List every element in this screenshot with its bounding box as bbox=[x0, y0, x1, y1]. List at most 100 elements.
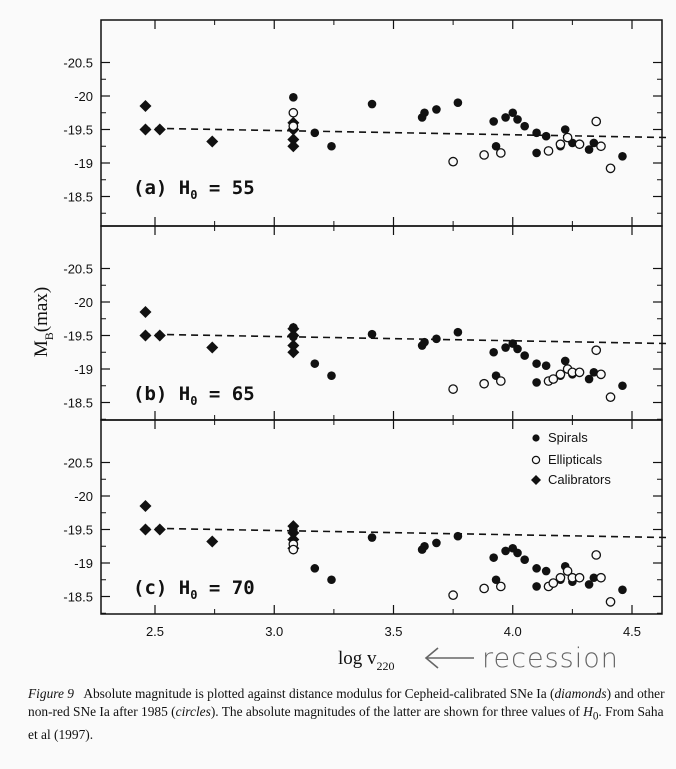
calibrator-point bbox=[206, 535, 219, 548]
spiral-point bbox=[532, 148, 541, 158]
elliptical-point bbox=[596, 572, 606, 583]
elliptical-point bbox=[448, 156, 458, 167]
elliptical-point bbox=[495, 376, 506, 386]
panel-label: (a) H0 = 55 bbox=[133, 177, 255, 202]
panel-label: (b) H0 = 65 bbox=[133, 383, 255, 408]
elliptical-point bbox=[479, 378, 489, 389]
x-axis-label: log v220 bbox=[338, 648, 395, 673]
spiral-point bbox=[520, 351, 529, 360]
spiral-point bbox=[508, 108, 518, 118]
spiral-point bbox=[432, 105, 441, 114]
spiral-point bbox=[618, 585, 627, 595]
calibrator-point bbox=[139, 123, 152, 136]
spiral-point bbox=[589, 573, 599, 583]
panel-label-value: = 65 bbox=[197, 383, 254, 405]
spiral-point bbox=[489, 117, 498, 126]
elliptical-point bbox=[605, 392, 616, 402]
spiral-point bbox=[513, 344, 522, 354]
spiral-point bbox=[310, 128, 320, 138]
spiral-point bbox=[589, 138, 599, 148]
panel-c: -20.5 -20 -19.5 -19 -18.5 (c) H0 = 70 bbox=[63, 419, 668, 615]
spiral-point bbox=[532, 378, 541, 387]
spiral-point bbox=[532, 582, 541, 591]
elliptical-point bbox=[605, 163, 616, 174]
caption-text-4: . From Saha et al (1997). bbox=[28, 704, 664, 742]
spiral-point bbox=[432, 334, 441, 344]
spiral-point bbox=[513, 548, 522, 558]
elliptical-point bbox=[591, 116, 602, 127]
panel-label-sub: 0 bbox=[190, 394, 197, 408]
spiral-point bbox=[327, 371, 336, 381]
calibrator-point bbox=[206, 341, 219, 354]
y-tick-label: -19.5 bbox=[63, 123, 93, 138]
legend-label-spirals: Spirals bbox=[548, 430, 588, 445]
spiral-point bbox=[584, 374, 594, 384]
spiral-point bbox=[584, 145, 594, 154]
spiral-point bbox=[584, 580, 594, 589]
spiral-point bbox=[489, 347, 498, 357]
caption-h: H bbox=[583, 704, 593, 719]
calibrator-point bbox=[287, 346, 300, 359]
spiral-point bbox=[432, 538, 441, 548]
elliptical-point bbox=[596, 141, 606, 152]
elliptical-point bbox=[548, 374, 559, 384]
panel-label-letter: (b) H bbox=[133, 383, 190, 405]
y-tick-label: -19 bbox=[74, 156, 93, 171]
calibrator-point bbox=[139, 306, 152, 319]
elliptical-point bbox=[574, 139, 585, 150]
spiral-point bbox=[520, 555, 529, 564]
handwritten-annotation: recession bbox=[482, 643, 619, 674]
elliptical-point bbox=[555, 369, 566, 380]
spiral-point bbox=[310, 564, 320, 573]
elliptical-point bbox=[548, 578, 559, 588]
spiral-point bbox=[491, 141, 501, 151]
spiral-point bbox=[420, 541, 429, 551]
panel-label-letter: (c) H bbox=[133, 577, 190, 599]
y-tick-label: -19.5 bbox=[63, 329, 93, 344]
y-tick-label: -18.5 bbox=[63, 590, 93, 605]
y-tick-label: -20 bbox=[74, 295, 93, 310]
spiral-point bbox=[453, 327, 463, 337]
elliptical-point bbox=[479, 583, 489, 594]
calibrator-point bbox=[206, 135, 219, 148]
panel-a: -20.5 -20 -19.5 -19 -18.5 (a) H0 = 55 bbox=[63, 19, 668, 227]
legend-label-ellipticals: Ellipticals bbox=[548, 452, 603, 467]
calibrator-point bbox=[139, 329, 152, 342]
elliptical-point bbox=[596, 369, 606, 380]
spiral-point bbox=[513, 115, 522, 124]
calibrator-point bbox=[139, 523, 152, 536]
x-tick-label: 4.5 bbox=[623, 624, 641, 639]
spiral-point bbox=[289, 323, 298, 332]
spiral-point bbox=[618, 381, 627, 391]
spiral-point bbox=[327, 141, 336, 151]
spiral-point bbox=[420, 337, 429, 347]
calibrator-point bbox=[287, 140, 300, 153]
figure-caption: Figure 9 Absolute magnitude is plotted a… bbox=[28, 685, 668, 744]
spiral-point bbox=[367, 533, 377, 542]
calibrator-point bbox=[153, 523, 166, 536]
spiral-point bbox=[541, 566, 551, 576]
spiral-point bbox=[618, 152, 627, 161]
elliptical-point bbox=[288, 544, 299, 555]
caption-label: Figure 9 bbox=[28, 686, 74, 701]
y-tick-label: -18.5 bbox=[63, 190, 93, 205]
elliptical-point bbox=[448, 384, 458, 394]
spiral-point bbox=[289, 332, 298, 342]
legend: Spirals Ellipticals Calibrators bbox=[531, 430, 611, 487]
spiral-point bbox=[541, 361, 551, 370]
elliptical-point bbox=[448, 590, 458, 601]
svg-text:MB(max): MB(max) bbox=[31, 287, 56, 357]
figure-9-scatter-plots: -20.5-20-19.5-19-18.5 (a) H0 = 55-20.5-20… bbox=[31, 19, 668, 674]
elliptical-point bbox=[543, 146, 554, 156]
spiral-point bbox=[560, 125, 570, 134]
legend-spirals-marker bbox=[532, 434, 540, 442]
y-tick-label: -20 bbox=[74, 489, 93, 504]
panel-label: (c) H0 = 70 bbox=[133, 577, 255, 602]
fit-line bbox=[143, 527, 668, 539]
elliptical-point bbox=[562, 132, 573, 143]
spiral-point bbox=[532, 564, 541, 573]
x-tick-label: 2.5 bbox=[146, 624, 164, 639]
y-label-suffix: (max) bbox=[31, 287, 52, 332]
y-tick-label: -20 bbox=[74, 89, 93, 104]
spiral-point bbox=[501, 343, 510, 352]
